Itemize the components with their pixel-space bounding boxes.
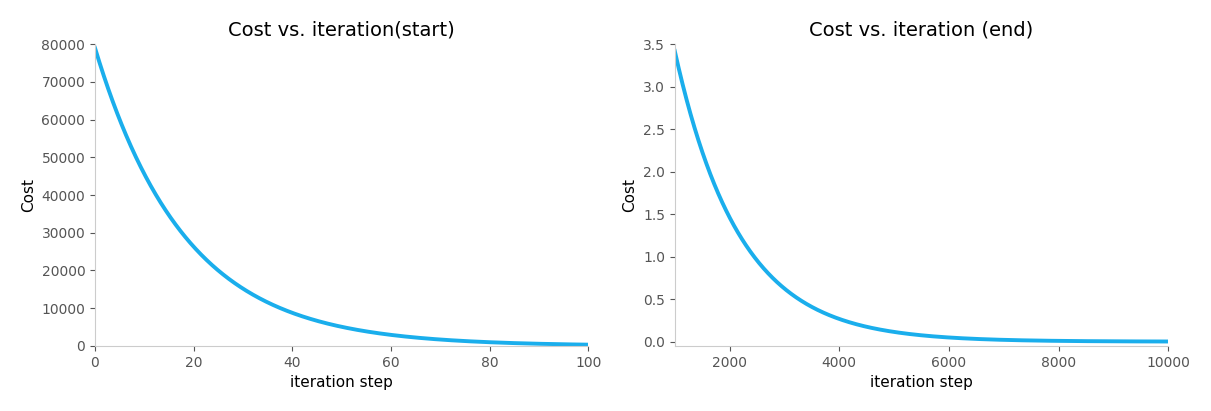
- Title: Cost vs. iteration(start): Cost vs. iteration(start): [229, 21, 455, 40]
- X-axis label: iteration step: iteration step: [869, 375, 972, 390]
- Title: Cost vs. iteration (end): Cost vs. iteration (end): [809, 21, 1034, 40]
- Y-axis label: Cost: Cost: [21, 178, 36, 212]
- Y-axis label: Cost: Cost: [622, 178, 637, 212]
- X-axis label: iteration step: iteration step: [291, 375, 394, 390]
